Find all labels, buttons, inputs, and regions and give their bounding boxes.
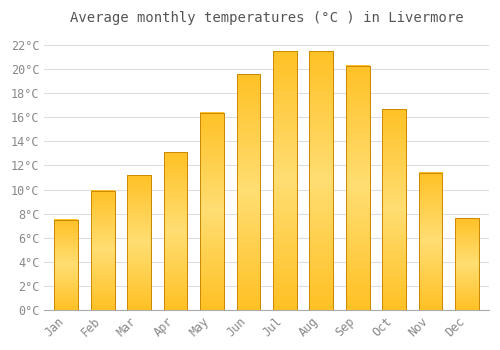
Bar	[346, 66, 370, 310]
Bar	[236, 74, 260, 310]
Bar	[128, 175, 151, 310]
Bar	[91, 191, 114, 310]
Bar	[455, 218, 479, 310]
Bar	[54, 219, 78, 310]
Bar	[128, 175, 151, 310]
Bar	[382, 109, 406, 310]
Bar	[164, 152, 188, 310]
Bar	[91, 191, 114, 310]
Bar	[236, 74, 260, 310]
Bar	[419, 173, 442, 310]
Bar	[310, 51, 333, 310]
Bar	[164, 152, 188, 310]
Bar	[455, 218, 479, 310]
Bar	[273, 51, 296, 310]
Bar	[310, 51, 333, 310]
Bar	[273, 51, 296, 310]
Bar	[200, 113, 224, 310]
Bar	[346, 66, 370, 310]
Bar	[419, 173, 442, 310]
Bar	[382, 109, 406, 310]
Bar	[54, 219, 78, 310]
Title: Average monthly temperatures (°C ) in Livermore: Average monthly temperatures (°C ) in Li…	[70, 11, 464, 25]
Bar	[200, 113, 224, 310]
